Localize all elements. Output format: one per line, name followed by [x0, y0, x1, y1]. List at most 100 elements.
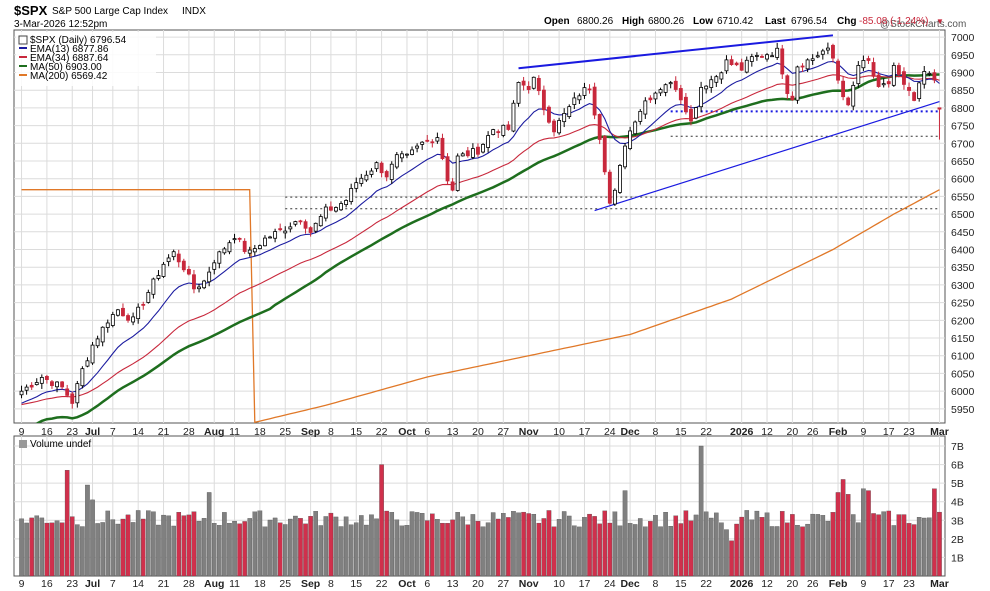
price-y-tick: 6650: [951, 156, 975, 168]
volume-bar: [856, 522, 861, 577]
candle-body: [760, 56, 764, 58]
volume-bar: [430, 513, 435, 577]
volume-x-tick: 24: [604, 578, 616, 590]
legend-ema34-label: EMA(34) 6887.64: [30, 53, 109, 64]
volume-x-tick: 7: [110, 578, 116, 590]
volume-bar: [678, 523, 684, 577]
high-value: 6800.26: [648, 16, 685, 27]
candle-body: [105, 322, 110, 328]
chg-down-icon: ▼: [936, 17, 944, 26]
volume-x-tick: 21: [158, 578, 170, 590]
price-x-tick: 20: [472, 426, 484, 438]
candle-body: [100, 326, 105, 343]
candle-body: [836, 60, 840, 81]
price-x-tick: 16: [41, 426, 53, 438]
candle-body: [39, 377, 44, 384]
candle-body: [719, 72, 724, 80]
volume-x-tick: 22: [376, 578, 388, 590]
volume-x-tick: 15: [675, 578, 687, 590]
volume-bar: [201, 518, 207, 577]
candle-body: [252, 248, 257, 253]
candle-body: [734, 62, 739, 66]
volume-bar: [790, 514, 795, 577]
volume-bar: [313, 511, 318, 577]
volume-bar: [572, 525, 577, 577]
volume-bar: [90, 499, 95, 577]
volume-bar: [115, 523, 121, 577]
candle-body: [55, 381, 59, 388]
volume-bar: [683, 510, 689, 577]
volume-bar: [526, 513, 531, 577]
price-y-tick: 6250: [951, 298, 975, 310]
volume-bar: [146, 510, 151, 577]
volume-bar: [708, 517, 714, 577]
candle-body: [633, 121, 638, 135]
candle-body: [668, 82, 673, 85]
price-y-tick: 6900: [951, 67, 975, 79]
legend-item-ema13: EMA(13) 6877.86: [19, 44, 109, 55]
volume-bar: [419, 513, 425, 577]
volume-x-tick: Dec: [620, 578, 639, 590]
legend-item-ma200: MA(200) 6569.42: [19, 71, 108, 82]
candle-body: [699, 87, 704, 108]
volume-bar: [247, 518, 253, 577]
legend-item-ma50: MA(50) 6903.00: [19, 62, 102, 73]
price-x-tick: 10: [553, 426, 565, 438]
volume-bar: [404, 525, 410, 577]
volume-x-tick: 9: [19, 578, 25, 590]
candle-body: [841, 80, 846, 98]
volume-bar: [465, 524, 471, 577]
trendline: [594, 100, 940, 212]
candle-body: [754, 55, 759, 57]
volume-bar: [891, 525, 897, 577]
candle-body: [526, 85, 531, 90]
price-x-tick: 28: [183, 426, 195, 438]
price-y-tick: 6700: [951, 138, 975, 150]
candle-body: [445, 156, 450, 182]
volume-bar: [151, 511, 156, 577]
candle-body: [364, 174, 369, 181]
candle-body: [430, 141, 435, 144]
candle-body: [729, 59, 734, 66]
candle-body: [496, 131, 501, 134]
volume-bar: [409, 511, 415, 577]
candle-body: [420, 141, 425, 145]
volume-x-tick: 20: [787, 578, 799, 590]
candle-body: [486, 135, 491, 148]
volume-bar: [566, 515, 572, 577]
open-value: 6800.26: [577, 16, 614, 27]
volume-bar: [379, 464, 384, 577]
volume-bar: [24, 522, 29, 577]
price-x-tick: 24: [604, 426, 616, 438]
candle-body: [805, 59, 810, 70]
volume-x-tick: 20: [472, 578, 484, 590]
candle-body: [709, 79, 714, 88]
volume-bar: [293, 515, 298, 577]
volume-x-tick: 6: [424, 578, 430, 590]
price-y-tick: 6500: [951, 209, 975, 221]
volume-bar: [754, 510, 760, 577]
volume-bar: [222, 512, 227, 577]
volume-bar: [714, 512, 719, 577]
volume-x-tick: 15: [350, 578, 362, 590]
volume-bar: [272, 517, 278, 577]
volume-bar: [161, 514, 166, 577]
volume-bar: [617, 525, 623, 577]
volume-bar: [440, 522, 445, 577]
candle-body: [912, 92, 917, 101]
candle-body: [354, 182, 359, 189]
candle-body: [34, 382, 39, 386]
candle-body: [648, 97, 653, 101]
volume-bar: [19, 518, 24, 577]
candle-body: [121, 307, 125, 317]
candle-body: [612, 189, 617, 205]
volume-x-tick: Oct: [398, 578, 416, 590]
volume-bar: [612, 511, 618, 577]
volume-bar: [140, 518, 146, 577]
price-x-tick: Aug: [204, 426, 224, 438]
candle-body: [501, 124, 506, 136]
volume-bar: [364, 524, 369, 577]
candle-body: [217, 251, 222, 264]
volume-bar: [130, 522, 136, 577]
candle-body: [75, 383, 80, 404]
